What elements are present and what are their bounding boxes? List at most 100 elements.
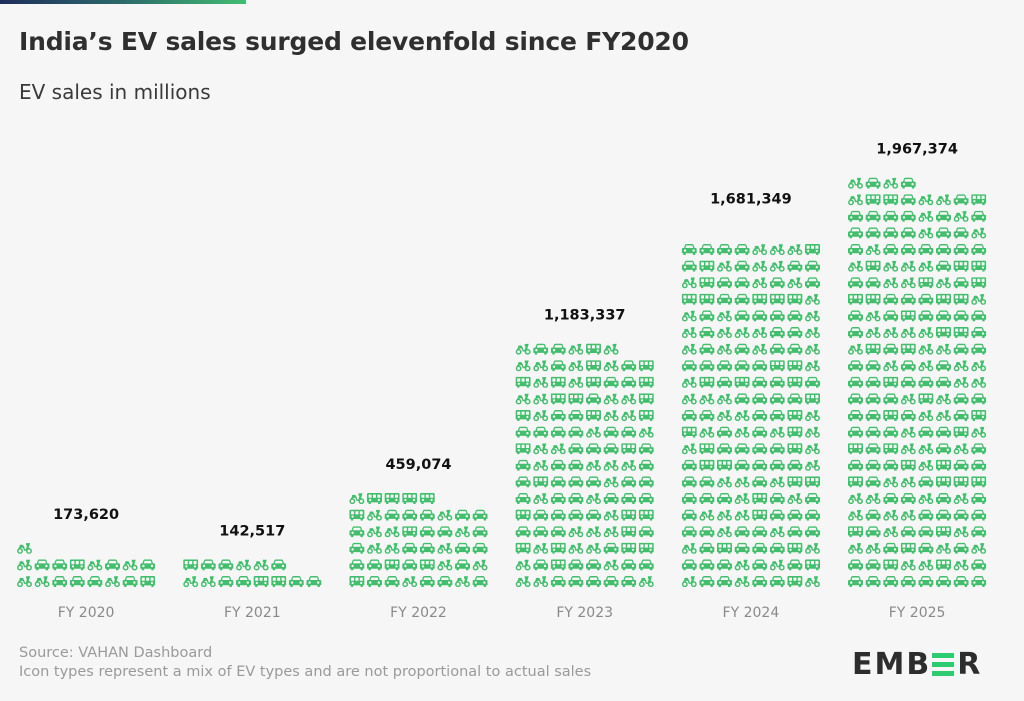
scooter-icon (769, 559, 785, 571)
van-icon (787, 542, 803, 554)
car-icon (87, 576, 103, 587)
van-icon (69, 559, 85, 571)
car-icon (953, 542, 969, 554)
car-icon (805, 376, 820, 388)
van-icon (900, 310, 916, 322)
car-icon (621, 343, 627, 355)
car-icon (848, 210, 863, 222)
car-icon (367, 576, 382, 587)
scooter-icon (437, 559, 453, 571)
scooter-icon (515, 393, 531, 405)
car-icon (402, 509, 418, 521)
scooter-icon (805, 460, 820, 471)
car-icon (550, 360, 566, 372)
car-icon (936, 493, 951, 504)
x-tick-label: FY 2020 (58, 605, 115, 621)
car-icon (34, 542, 41, 554)
van-icon (769, 293, 785, 305)
scooter-icon (918, 559, 934, 571)
scooter-icon (586, 543, 601, 554)
scooter-icon (936, 543, 951, 554)
car-icon (717, 576, 732, 587)
van-icon (183, 559, 199, 571)
car-icon (769, 459, 785, 471)
icon-group-fy-2021 (183, 559, 322, 587)
scooter-icon (533, 377, 549, 388)
car-icon (472, 576, 488, 587)
x-tick-label: FY 2024 (723, 605, 780, 621)
car-icon (586, 476, 601, 488)
car-icon (533, 509, 549, 521)
van-icon (848, 443, 863, 455)
scooter-icon (533, 493, 549, 504)
car-icon (865, 509, 881, 521)
van-icon (787, 360, 803, 372)
scooter-icon (17, 559, 32, 571)
car-icon (918, 177, 930, 189)
car-icon (865, 443, 881, 455)
van-icon (787, 476, 803, 488)
scooter-icon (367, 509, 382, 521)
car-icon (883, 493, 899, 504)
car-icon (953, 343, 969, 355)
scooter-icon (805, 343, 820, 355)
car-icon (883, 459, 899, 471)
scooter-icon (900, 327, 916, 338)
van-icon (752, 493, 768, 504)
logo-e-bars-icon (932, 652, 955, 676)
van-icon (699, 376, 715, 388)
scooter-icon (918, 260, 934, 272)
scooter-icon (805, 576, 820, 587)
car-icon (936, 244, 951, 255)
car-icon (865, 177, 881, 189)
van-icon (883, 410, 899, 421)
scooter-icon (900, 426, 916, 438)
car-icon (769, 327, 785, 338)
scooter-icon (883, 277, 899, 289)
car-icon (883, 293, 899, 305)
car-icon (787, 327, 803, 338)
scooter-icon (787, 493, 803, 504)
car-icon (971, 327, 987, 338)
van-icon (936, 476, 951, 488)
scooter-icon (900, 559, 916, 571)
scooter-icon (971, 543, 987, 554)
car-icon (638, 493, 654, 504)
car-icon (437, 576, 453, 587)
car-icon (69, 576, 85, 587)
car-icon (752, 410, 768, 421)
car-icon (621, 376, 637, 388)
scooter-icon (936, 393, 951, 405)
car-icon (349, 542, 365, 554)
car-icon (883, 343, 899, 355)
van-icon (419, 493, 435, 504)
car-icon (936, 260, 951, 272)
scooter-icon (805, 443, 820, 455)
car-icon (769, 509, 785, 521)
scooter-icon (769, 244, 785, 255)
van-icon (865, 343, 881, 355)
scooter-icon (734, 576, 750, 587)
van-icon (638, 360, 654, 372)
car-icon (848, 360, 863, 372)
car-icon (848, 227, 863, 239)
van-icon (550, 559, 566, 571)
car-icon (936, 509, 951, 521)
car-icon (752, 542, 768, 554)
scooter-icon (515, 576, 531, 587)
value-label: 1,967,374 (876, 142, 958, 158)
scooter-icon (953, 360, 969, 372)
scooter-icon (848, 260, 863, 272)
value-label: 1,681,349 (710, 191, 792, 207)
car-icon (865, 576, 881, 587)
scooter-icon (603, 360, 619, 372)
van-icon (515, 509, 531, 521)
car-icon (848, 426, 863, 438)
car-icon (936, 443, 951, 455)
car-icon (550, 476, 566, 488)
van-icon (638, 393, 654, 405)
scooter-icon (971, 360, 987, 372)
car-icon (848, 393, 863, 405)
scooter-icon (681, 327, 697, 338)
scooter-icon (367, 543, 382, 554)
